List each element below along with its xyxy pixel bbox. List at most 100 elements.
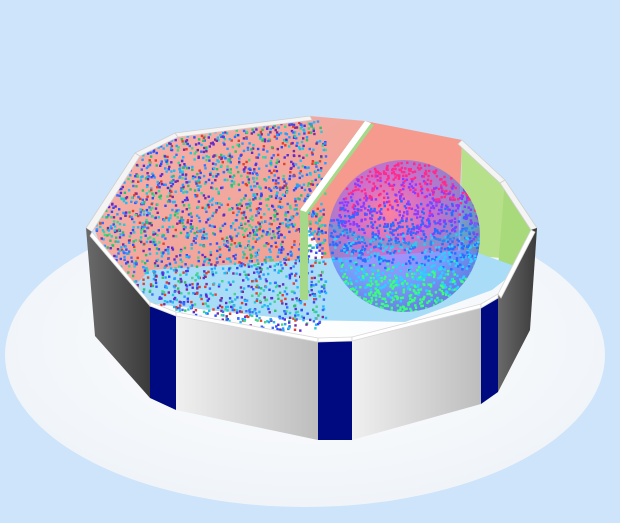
particle [321, 315, 324, 319]
sphere-particle [456, 243, 460, 247]
particle [173, 200, 176, 204]
particle [196, 282, 199, 286]
sphere-particle [364, 298, 367, 301]
particle [220, 306, 224, 309]
particle [201, 237, 204, 240]
sphere-particle [432, 206, 436, 210]
particle [310, 183, 313, 186]
particle [228, 301, 231, 304]
sphere-particle [411, 236, 414, 240]
particle [139, 132, 142, 135]
particle [115, 131, 118, 135]
particle [169, 267, 173, 270]
particle [313, 230, 317, 233]
particle [292, 265, 295, 268]
particle [130, 196, 134, 200]
particle [318, 261, 321, 264]
particle [255, 298, 259, 301]
sphere-particle [355, 290, 359, 293]
particle [310, 276, 314, 280]
particle [166, 249, 170, 252]
particle [227, 154, 230, 157]
sphere-particle [418, 182, 422, 186]
particle [280, 246, 284, 249]
particle [151, 126, 155, 130]
particle [253, 233, 256, 237]
particle [268, 188, 271, 191]
sphere-particle [419, 229, 423, 232]
sphere-particle [401, 217, 404, 220]
particle [181, 200, 184, 204]
particle [252, 194, 255, 197]
sphere-particle [416, 212, 419, 216]
particle [256, 270, 259, 274]
particle [140, 240, 143, 244]
particle [217, 190, 220, 194]
particle [152, 149, 156, 153]
sphere-particle [405, 174, 408, 178]
sphere-particle [396, 227, 399, 230]
particle [112, 163, 115, 166]
particle [161, 233, 164, 237]
particle [198, 176, 202, 179]
particle [228, 248, 231, 252]
particle [179, 248, 183, 252]
particle [180, 292, 183, 295]
particle [244, 273, 247, 276]
particle [154, 279, 157, 282]
particle [313, 276, 316, 280]
particle [150, 187, 153, 190]
particle [249, 168, 252, 171]
particle [307, 211, 311, 215]
particle [156, 258, 160, 262]
particle [113, 148, 116, 151]
particle [277, 251, 280, 254]
particle [293, 304, 297, 307]
particle [128, 215, 132, 218]
particle [252, 229, 255, 232]
particle [187, 184, 190, 188]
particle [101, 229, 105, 232]
particle [142, 291, 145, 294]
particle [244, 166, 247, 169]
particle [120, 246, 123, 249]
particle [316, 246, 319, 249]
particle [115, 143, 118, 146]
particle [185, 121, 188, 125]
particle [290, 254, 293, 257]
particle [225, 315, 228, 318]
particle [103, 233, 107, 237]
particle [264, 156, 267, 159]
particle [288, 145, 291, 148]
sphere-particle [409, 188, 412, 192]
particle [274, 165, 277, 168]
particle [166, 162, 169, 165]
particle [166, 155, 169, 159]
sphere-particle [349, 228, 352, 231]
sphere-particle [401, 219, 404, 223]
particle [310, 270, 314, 273]
particle [135, 200, 138, 204]
particle [185, 235, 188, 238]
sphere-particle [422, 233, 426, 236]
sphere-particle [414, 306, 418, 309]
particle [123, 255, 126, 259]
particle [181, 126, 184, 130]
particle [208, 133, 212, 136]
sphere-particle [432, 281, 436, 284]
particle [218, 202, 222, 205]
particle [116, 142, 119, 145]
particle [137, 180, 140, 183]
particle [188, 283, 192, 287]
particle [157, 229, 160, 232]
sphere-particle [387, 239, 391, 243]
particle [324, 262, 327, 266]
sphere-particle [361, 253, 364, 256]
sphere-particle [445, 293, 448, 296]
particle [194, 309, 198, 312]
particle [185, 285, 189, 288]
sphere-particle [385, 259, 389, 263]
sphere-particle [376, 179, 379, 182]
particle [220, 135, 223, 138]
particle [118, 222, 122, 226]
